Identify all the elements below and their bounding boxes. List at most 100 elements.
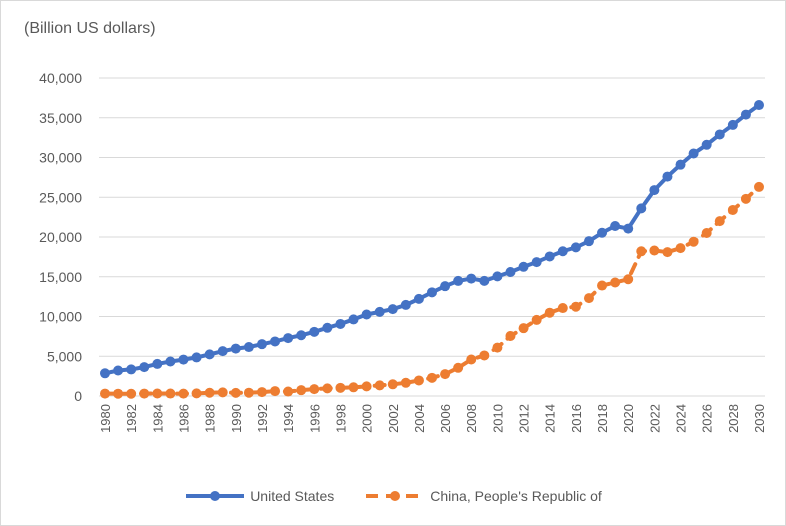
data-point[interactable]: [505, 330, 516, 341]
data-point[interactable]: [727, 119, 738, 130]
data-point[interactable]: [570, 301, 581, 312]
data-point[interactable]: [544, 251, 555, 262]
data-point[interactable]: [427, 287, 437, 298]
data-point[interactable]: [440, 281, 451, 292]
data-point[interactable]: [727, 204, 738, 215]
data-point[interactable]: [701, 228, 712, 239]
data-point[interactable]: [139, 388, 150, 399]
data-point[interactable]: [217, 387, 228, 398]
data-point[interactable]: [191, 388, 202, 399]
data-point[interactable]: [335, 382, 346, 393]
data-point[interactable]: [583, 293, 594, 304]
data-point[interactable]: [492, 342, 503, 353]
data-point[interactable]: [152, 388, 163, 399]
data-point[interactable]: [217, 346, 228, 357]
data-point[interactable]: [283, 386, 294, 397]
data-point[interactable]: [113, 388, 124, 399]
data-point[interactable]: [453, 362, 464, 373]
data-point[interactable]: [270, 336, 281, 347]
data-point[interactable]: [335, 318, 346, 329]
data-point[interactable]: [126, 364, 137, 375]
data-point[interactable]: [427, 372, 437, 383]
data-point[interactable]: [440, 369, 451, 380]
data-point[interactable]: [610, 277, 621, 288]
data-point[interactable]: [466, 273, 477, 284]
data-point[interactable]: [754, 181, 764, 192]
data-point[interactable]: [557, 246, 568, 257]
data-point[interactable]: [740, 193, 751, 204]
data-point[interactable]: [675, 243, 686, 254]
data-point[interactable]: [675, 159, 686, 170]
data-point[interactable]: [649, 245, 660, 256]
data-point[interactable]: [479, 275, 490, 286]
data-point[interactable]: [466, 354, 477, 365]
data-point[interactable]: [610, 221, 621, 232]
data-point[interactable]: [400, 377, 411, 388]
data-point[interactable]: [400, 299, 411, 310]
legend-item-united-states[interactable]: United States: [184, 488, 334, 504]
data-point[interactable]: [256, 339, 267, 350]
data-point[interactable]: [374, 306, 385, 317]
data-point[interactable]: [740, 109, 751, 120]
data-point[interactable]: [361, 381, 372, 392]
data-point[interactable]: [296, 385, 307, 396]
data-point[interactable]: [243, 342, 254, 353]
data-point[interactable]: [296, 330, 307, 341]
data-point[interactable]: [623, 223, 634, 234]
data-point[interactable]: [139, 362, 150, 373]
data-point[interactable]: [688, 148, 699, 159]
data-point[interactable]: [165, 388, 176, 399]
data-point[interactable]: [531, 257, 542, 268]
data-point[interactable]: [479, 350, 490, 361]
data-point[interactable]: [583, 236, 594, 247]
data-point[interactable]: [152, 358, 163, 369]
data-point[interactable]: [230, 343, 241, 354]
data-point[interactable]: [413, 375, 424, 386]
data-point[interactable]: [714, 129, 725, 140]
data-point[interactable]: [322, 322, 333, 333]
data-point[interactable]: [230, 387, 241, 398]
data-point[interactable]: [649, 185, 660, 196]
data-point[interactable]: [309, 326, 320, 337]
data-point[interactable]: [531, 314, 542, 325]
data-point[interactable]: [204, 349, 215, 360]
data-point[interactable]: [361, 309, 372, 320]
data-point[interactable]: [413, 293, 424, 304]
legend-item-china[interactable]: China, People's Republic of: [364, 488, 602, 504]
data-point[interactable]: [348, 314, 359, 325]
data-point[interactable]: [453, 275, 464, 286]
data-point[interactable]: [387, 379, 398, 390]
data-point[interactable]: [544, 307, 555, 318]
data-point[interactable]: [662, 247, 673, 258]
data-point[interactable]: [270, 386, 281, 397]
data-point[interactable]: [100, 368, 110, 379]
data-point[interactable]: [348, 382, 359, 393]
data-point[interactable]: [505, 266, 516, 277]
data-point[interactable]: [754, 100, 764, 111]
data-point[interactable]: [597, 280, 608, 291]
data-point[interactable]: [256, 387, 267, 398]
data-point[interactable]: [714, 216, 725, 227]
data-point[interactable]: [492, 271, 503, 282]
data-point[interactable]: [374, 380, 385, 391]
data-point[interactable]: [688, 236, 699, 247]
data-point[interactable]: [309, 384, 320, 395]
data-point[interactable]: [597, 227, 608, 238]
data-point[interactable]: [623, 274, 634, 285]
data-point[interactable]: [113, 365, 124, 376]
data-point[interactable]: [100, 388, 110, 399]
data-point[interactable]: [191, 352, 202, 363]
data-point[interactable]: [387, 304, 398, 315]
data-point[interactable]: [178, 388, 189, 399]
data-point[interactable]: [518, 261, 529, 272]
data-point[interactable]: [283, 333, 294, 344]
data-point[interactable]: [701, 139, 712, 150]
data-point[interactable]: [204, 387, 215, 398]
data-point[interactable]: [322, 383, 333, 394]
data-point[interactable]: [126, 388, 137, 399]
data-point[interactable]: [636, 246, 647, 257]
data-point[interactable]: [570, 242, 581, 253]
data-point[interactable]: [662, 171, 673, 182]
data-point[interactable]: [178, 354, 189, 365]
data-point[interactable]: [165, 356, 176, 367]
